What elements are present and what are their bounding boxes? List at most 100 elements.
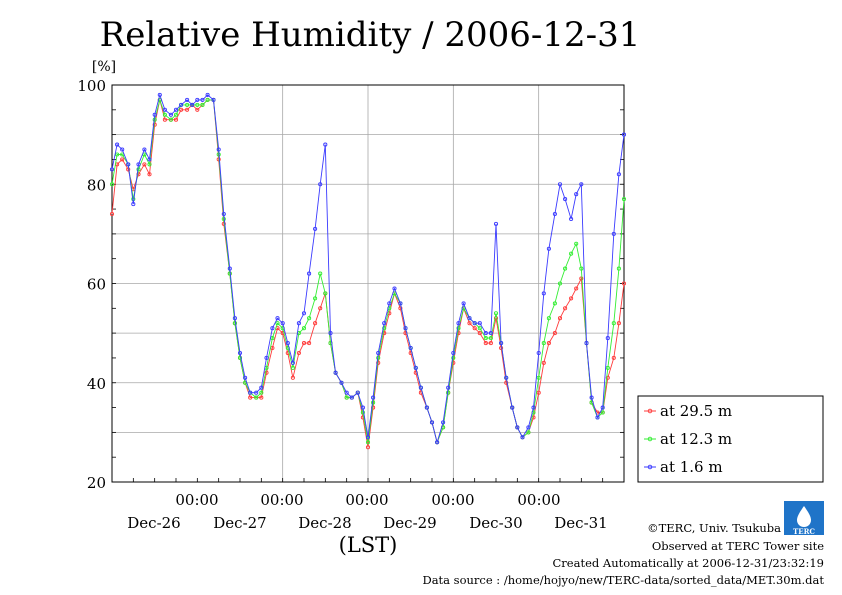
data-point [574,192,579,197]
data-point [195,107,200,112]
data-point [546,246,551,251]
data-point [323,142,328,147]
data-point [557,316,563,321]
data-point [403,326,408,331]
copyright-text: ©TERC, Univ. Tsukuba [647,521,781,535]
data-point [259,385,264,390]
data-point [365,435,371,440]
data-point [313,321,318,326]
data-point [168,112,173,117]
series-2 [109,92,627,445]
data-point [162,112,167,117]
data-point [296,321,301,326]
data-point [344,395,349,400]
data-point [349,395,354,400]
data-point [254,390,259,395]
data-point [504,375,509,380]
x-extra-label: Dec-26 [127,514,180,532]
data-point [461,301,466,306]
data-point [115,142,120,147]
data-point [205,92,210,97]
legend-label: at 29.5 m [660,402,732,420]
data-point [200,102,205,107]
legend: at 29.5 m at 12.3 m at 1.6 m [637,395,824,483]
x-tick-labels: Dec-26 00:00 Dec-27 00:00 Dec-28 00:00 Dec-29… [127,491,607,532]
data-point [365,445,371,450]
data-point [574,241,579,246]
data-point [467,321,472,326]
data-point [136,162,141,167]
data-point [515,425,520,430]
data-point [355,390,360,395]
data-point [483,336,488,341]
data-point [451,355,456,360]
data-point [248,390,253,395]
data-point [387,301,392,306]
data-point [563,306,568,311]
series-line [111,98,625,444]
data-point [200,97,205,102]
data-point [264,370,269,375]
data-point [173,117,179,122]
x-tick-label-time: 00:00 [345,491,388,509]
data-point [360,405,365,410]
data-point [413,365,418,370]
x-tick-label-date: Dec-31 [554,514,607,532]
data-point [493,316,499,321]
data-point [600,405,605,410]
data-point [248,395,253,400]
data-point [328,331,333,336]
data-point [520,435,525,440]
data-point [205,97,210,102]
data-point [621,132,627,137]
data-point [270,326,275,331]
legend-marker [647,464,653,470]
data-point [424,405,429,410]
data-point [109,211,115,217]
data-point [152,112,157,117]
data-point [376,350,381,356]
data-point [301,341,307,346]
data-point [290,375,295,380]
data-point [382,321,387,326]
data-point [109,167,115,172]
x-axis-label: (LST) [339,533,398,557]
x-tick-label-date: Dec-27 [213,514,266,532]
data-point [531,405,536,410]
legend-marker [647,436,653,442]
data-point [600,410,605,415]
data-point [408,345,413,351]
data-point [446,385,451,390]
data-point [616,266,621,271]
data-point [195,97,200,102]
data-point [616,172,621,177]
data-point [360,410,365,415]
data-point [232,316,237,321]
data-point [147,172,152,177]
data-point [307,341,312,346]
data-point [526,425,531,430]
data-point [318,306,323,311]
data-point [162,117,167,122]
data-point [589,395,594,400]
data-point [605,375,610,380]
terc-logo: TERC [784,501,824,536]
y-tick-label: 100 [77,77,106,95]
data-point [259,395,264,400]
data-point [557,281,563,286]
data-point [541,341,546,346]
data-point [557,182,563,187]
data-point [254,395,259,400]
data-point [552,331,557,336]
x-tick-label-date: Dec-28 [298,514,351,532]
y-axis-label: [%] [92,59,116,75]
data-point [611,321,616,326]
data-point [333,370,338,375]
data-point [488,331,493,336]
data-point [275,321,280,326]
data-point [221,211,226,217]
data-point [563,266,568,271]
data-point [493,311,499,316]
chart-title: Relative Humidity / 2006-12-31 [100,15,641,55]
